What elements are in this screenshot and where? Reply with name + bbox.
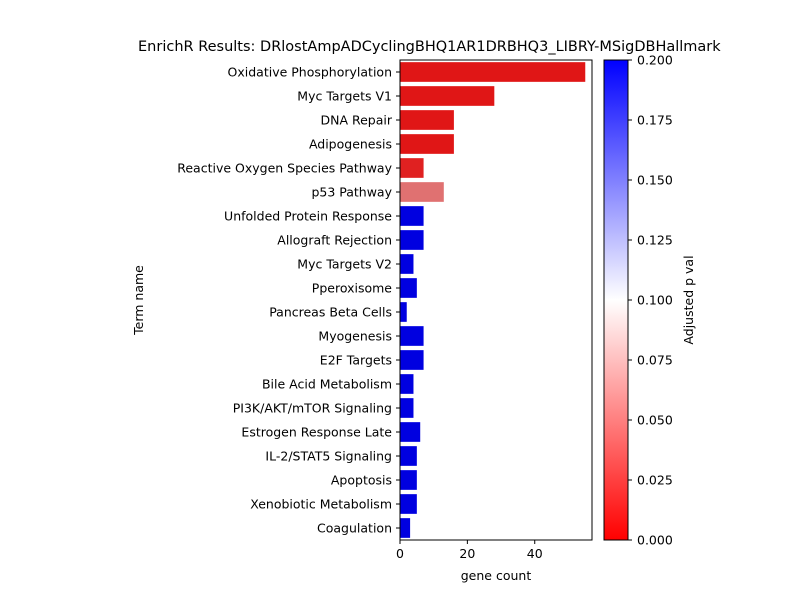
bar-13 xyxy=(400,374,414,394)
category-label-17: Apoptosis xyxy=(331,473,392,488)
colorbar: 0.000 0.025 0.050 0.075 0.100 0.125 0.150 0.175… xyxy=(603,53,673,548)
bar-17 xyxy=(400,470,417,490)
bar-11 xyxy=(400,326,424,346)
category-label-6: Unfolded Protein Response xyxy=(224,209,392,224)
x-tick-label-2: 40 xyxy=(527,546,543,561)
category-label-15: Estrogen Response Late xyxy=(241,425,392,440)
category-label-19: Coagulation xyxy=(317,521,392,536)
colorbar-tick-label-7: 0.175 xyxy=(637,113,673,128)
bar-1 xyxy=(400,86,495,106)
category-label-0: Oxidative Phosphorylation xyxy=(228,65,392,80)
chart-title: EnrichR Results: DRlostAmpADCyclingBHQ1A… xyxy=(138,39,721,55)
category-label-18: Xenobiotic Metabolism xyxy=(250,497,392,512)
category-labels: Oxidative Phosphorylation Myc Targets V1 D… xyxy=(177,65,400,536)
bar-5 xyxy=(400,182,444,202)
colorbar-tick-label-8: 0.200 xyxy=(637,53,673,68)
colorbar-label: Adjusted p val xyxy=(681,255,696,344)
bar-15 xyxy=(400,422,421,442)
category-label-14: PI3K/AKT/mTOR Signaling xyxy=(233,401,392,416)
category-label-13: Bile Acid Metabolism xyxy=(262,377,392,392)
bar-3 xyxy=(400,134,454,154)
category-label-10: Pancreas Beta Cells xyxy=(269,305,392,320)
bar-18 xyxy=(400,494,417,514)
category-label-16: IL-2/STAT5 Signaling xyxy=(265,449,392,464)
colorbar-tick-label-1: 0.025 xyxy=(637,473,673,488)
x-tick-label-0: 0 xyxy=(396,546,404,561)
bar-6 xyxy=(400,206,424,226)
bar-8 xyxy=(400,254,414,274)
category-label-7: Allograft Rejection xyxy=(277,233,392,248)
colorbar-tick-label-2: 0.050 xyxy=(637,413,673,428)
colorbar-tick-label-6: 0.150 xyxy=(637,173,673,188)
category-label-12: E2F Targets xyxy=(320,353,392,368)
bar-19 xyxy=(400,518,411,538)
bar-14 xyxy=(400,398,414,418)
bars-group xyxy=(400,62,586,538)
x-axis: 0 20 40 xyxy=(396,540,543,561)
bar-10 xyxy=(400,302,407,322)
category-label-9: Pperoxisome xyxy=(312,281,392,296)
category-label-8: Myc Targets V2 xyxy=(297,257,392,272)
bar-0 xyxy=(400,62,586,82)
y-axis-label: Term name xyxy=(131,265,146,336)
colorbar-tick-label-3: 0.075 xyxy=(637,353,673,368)
plot-frame xyxy=(399,59,593,541)
colorbar-gradient xyxy=(603,59,629,541)
bar-16 xyxy=(400,446,417,466)
category-label-3: Adipogenesis xyxy=(309,137,392,152)
category-label-1: Myc Targets V1 xyxy=(297,89,392,104)
x-axis-label: gene count xyxy=(461,568,532,583)
category-label-11: Myogenesis xyxy=(318,329,392,344)
category-label-5: p53 Pathway xyxy=(311,185,392,200)
category-label-4: Reactive Oxygen Species Pathway xyxy=(177,161,392,176)
colorbar-tick-label-4: 0.100 xyxy=(637,293,673,308)
bar-4 xyxy=(400,158,424,178)
category-label-2: DNA Repair xyxy=(320,113,392,128)
bar-12 xyxy=(400,350,424,370)
bar-7 xyxy=(400,230,424,250)
bar-9 xyxy=(400,278,417,298)
colorbar-tick-label-5: 0.125 xyxy=(637,233,673,248)
bar-2 xyxy=(400,110,454,130)
x-tick-label-1: 20 xyxy=(459,546,475,561)
colorbar-tick-label-0: 0.000 xyxy=(637,533,673,548)
